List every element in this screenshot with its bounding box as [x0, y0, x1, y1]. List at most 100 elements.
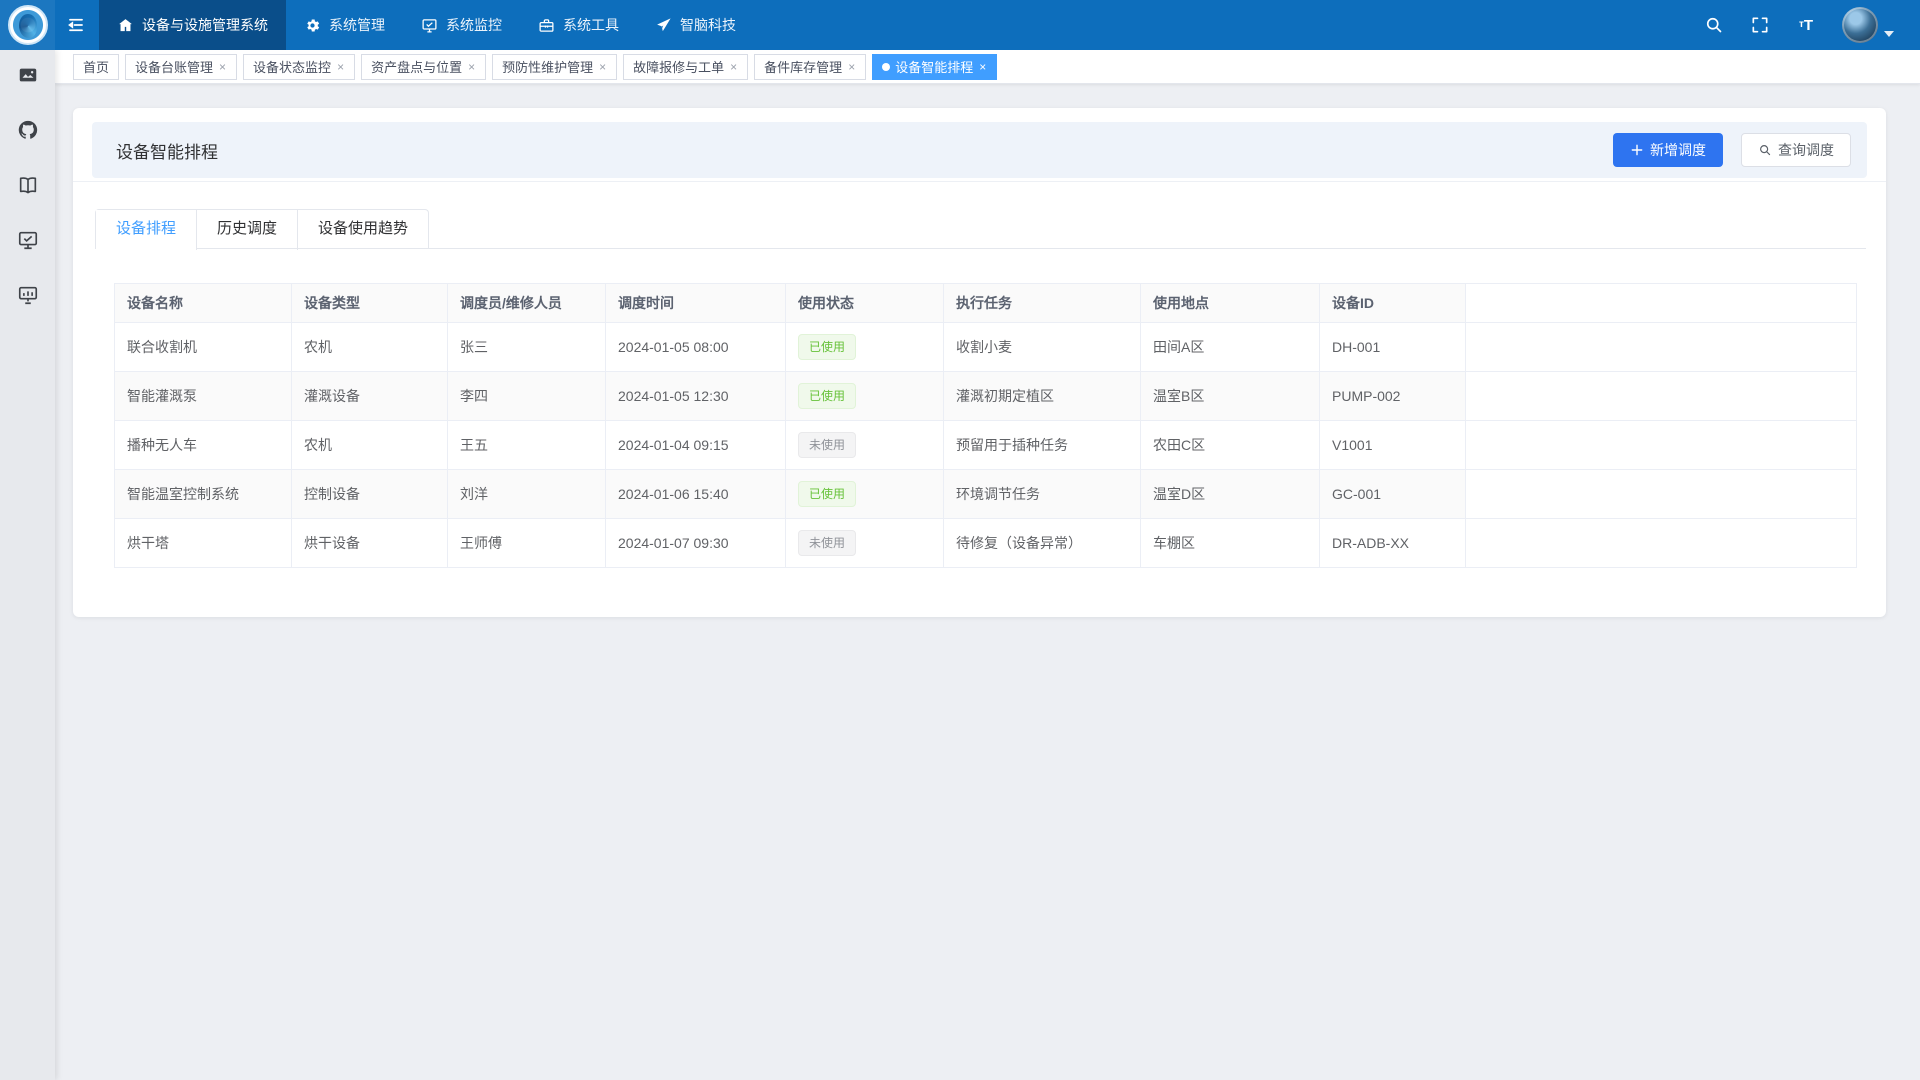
close-icon[interactable]: × — [979, 59, 987, 74]
status-badge: 已使用 — [798, 383, 857, 409]
table-header-row: 设备名称 设备类型 调度员/维修人员 调度时间 使用状态 执行任务 使用地点 设… — [115, 284, 1856, 323]
cell-location: 田间A区 — [1141, 323, 1320, 372]
cell-time: 2024-01-07 09:30 — [606, 519, 786, 568]
query-schedule-button[interactable]: 查询调度 — [1741, 133, 1851, 167]
close-icon[interactable]: × — [848, 59, 856, 74]
cell-task: 预留用于插种任务 — [944, 421, 1141, 470]
fullscreen-icon[interactable] — [1750, 15, 1770, 35]
cell-device-type: 灌溉设备 — [292, 372, 448, 421]
top-navbar: 设备与设施管理系统 系统管理 系统监控 系统工具 智脑科技 — [0, 0, 1920, 50]
col-header: 设备ID — [1320, 284, 1466, 323]
cell-task: 待修复（设备异常） — [944, 519, 1141, 568]
status-badge: 已使用 — [798, 481, 857, 507]
status-badge: 已使用 — [798, 334, 857, 360]
close-icon[interactable]: × — [599, 59, 607, 74]
cell-device-id: DR-ADB-XX — [1320, 519, 1466, 568]
cell-device-name: 播种无人车 — [115, 421, 292, 470]
cell-device-type: 农机 — [292, 421, 448, 470]
cell-device-name: 联合收割机 — [115, 323, 292, 372]
picture-chart-icon[interactable] — [17, 64, 39, 86]
tag-home[interactable]: 首页 — [73, 53, 120, 80]
tab-device-scheduling[interactable]: 设备排程 — [96, 210, 197, 250]
tag-device-status[interactable]: 设备状态监控 × — [243, 53, 356, 80]
col-header: 使用状态 — [786, 284, 944, 323]
toolbox-icon — [539, 18, 554, 32]
cell-device-type: 烘干设备 — [292, 519, 448, 568]
menu-item-monitor[interactable]: 系统监控 — [403, 0, 520, 50]
github-icon[interactable] — [17, 119, 39, 141]
search-icon[interactable] — [1704, 15, 1724, 35]
table-row: 烘干塔 烘干设备 王师傅 2024-01-07 09:30 未使用 待修复（设备… — [115, 519, 1856, 568]
cell-location: 车棚区 — [1141, 519, 1320, 568]
cell-operator: 李四 — [448, 372, 606, 421]
close-icon[interactable]: × — [219, 59, 227, 74]
tab-usage-trend[interactable]: 设备使用趋势 — [297, 210, 428, 250]
hamburger-icon — [68, 18, 83, 32]
cell-device-type: 控制设备 — [292, 470, 448, 519]
scheduling-card: 设备智能排程 新增调度 查询调度 设备排程 历史调度 设备使用趋势 — [73, 108, 1886, 617]
cell-device-id: PUMP-002 — [1320, 372, 1466, 421]
tag-fault-workorder[interactable]: 故障报修与工单 × — [623, 53, 749, 80]
app-logo[interactable] — [0, 0, 55, 50]
cell-operator: 王五 — [448, 421, 606, 470]
close-icon[interactable]: × — [468, 59, 476, 74]
cell-operator: 王师傅 — [448, 519, 606, 568]
close-icon[interactable]: × — [337, 59, 345, 74]
close-icon[interactable]: × — [730, 59, 738, 74]
tabs-header: 设备排程 历史调度 设备使用趋势 — [95, 209, 1866, 250]
col-header: 使用地点 — [1141, 284, 1320, 323]
monitor-icon — [422, 18, 437, 33]
menu-item-label: 设备与设施管理系统 — [142, 17, 268, 33]
cell-device-name: 智能温室控制系统 — [115, 470, 292, 519]
cell-status: 未使用 — [786, 519, 944, 568]
tags-view-bar: 首页 设备台账管理 × 设备状态监控 × 资产盘点与位置 × 预防性维护管理 × 故障报… — [55, 50, 1920, 84]
tag-spare-parts[interactable]: 备件库存管理 × — [754, 53, 867, 80]
left-sidebar — [0, 50, 55, 1080]
cell-task: 环境调节任务 — [944, 470, 1141, 519]
caret-down-icon — [1884, 31, 1894, 37]
menu-item-system[interactable]: 系统管理 — [286, 0, 403, 50]
menu-item-facility[interactable]: 设备与设施管理系统 — [99, 0, 286, 50]
menu-item-label: 系统工具 — [563, 17, 619, 33]
cell-device-id: V1001 — [1320, 421, 1466, 470]
page-title: 设备智能排程 — [116, 142, 218, 162]
menu-item-label: 智脑科技 — [680, 17, 736, 33]
menu-item-zhinao[interactable]: 智脑科技 — [637, 0, 754, 50]
top-menu: 设备与设施管理系统 系统管理 系统监控 系统工具 智脑科技 — [99, 0, 754, 50]
cell-status: 已使用 — [786, 372, 944, 421]
menu-item-label: 系统监控 — [446, 17, 502, 33]
col-header: 设备名称 — [115, 284, 292, 323]
tag-asset-inventory[interactable]: 资产盘点与位置 × — [361, 53, 487, 80]
tabs-nav: 设备排程 历史调度 设备使用趋势 — [95, 209, 430, 250]
col-header: 调度员/维修人员 — [448, 284, 606, 323]
menu-item-tools[interactable]: 系统工具 — [520, 0, 637, 50]
plus-icon — [1631, 144, 1643, 156]
main-content: 设备智能排程 新增调度 查询调度 设备排程 历史调度 设备使用趋势 — [55, 84, 1920, 1080]
presentation-chart-icon[interactable] — [17, 284, 39, 306]
menu-item-label: 系统管理 — [329, 17, 385, 33]
user-menu[interactable] — [1842, 7, 1894, 43]
cell-task: 收割小麦 — [944, 323, 1141, 372]
schedule-table: 设备名称 设备类型 调度员/维修人员 调度时间 使用状态 执行任务 使用地点 设… — [114, 283, 1857, 568]
cell-device-id: DH-001 — [1320, 323, 1466, 372]
cell-device-id: GC-001 — [1320, 470, 1466, 519]
cell-operator: 张三 — [448, 323, 606, 372]
active-dot — [882, 62, 891, 71]
gear-icon — [307, 19, 320, 31]
table-row: 智能灌溉泵 灌溉设备 李四 2024-01-05 12:30 已使用 灌溉初期定… — [115, 372, 1856, 421]
tag-device-ledger[interactable]: 设备台账管理 × — [125, 53, 238, 80]
cell-status: 已使用 — [786, 470, 944, 519]
tag-smart-scheduling[interactable]: 设备智能排程 × — [872, 53, 998, 80]
monitor-check-icon[interactable] — [17, 229, 39, 251]
book-icon[interactable] — [17, 174, 39, 196]
cell-device-type: 农机 — [292, 323, 448, 372]
sidebar-toggle-button[interactable] — [59, 0, 93, 50]
logo-icon — [7, 5, 48, 45]
add-schedule-button[interactable]: 新增调度 — [1613, 133, 1723, 167]
tag-preventive-maintenance[interactable]: 预防性维护管理 × — [492, 53, 618, 80]
tab-history-scheduling[interactable]: 历史调度 — [196, 210, 297, 250]
cell-device-name: 智能灌溉泵 — [115, 372, 292, 421]
cell-time: 2024-01-06 15:40 — [606, 470, 786, 519]
